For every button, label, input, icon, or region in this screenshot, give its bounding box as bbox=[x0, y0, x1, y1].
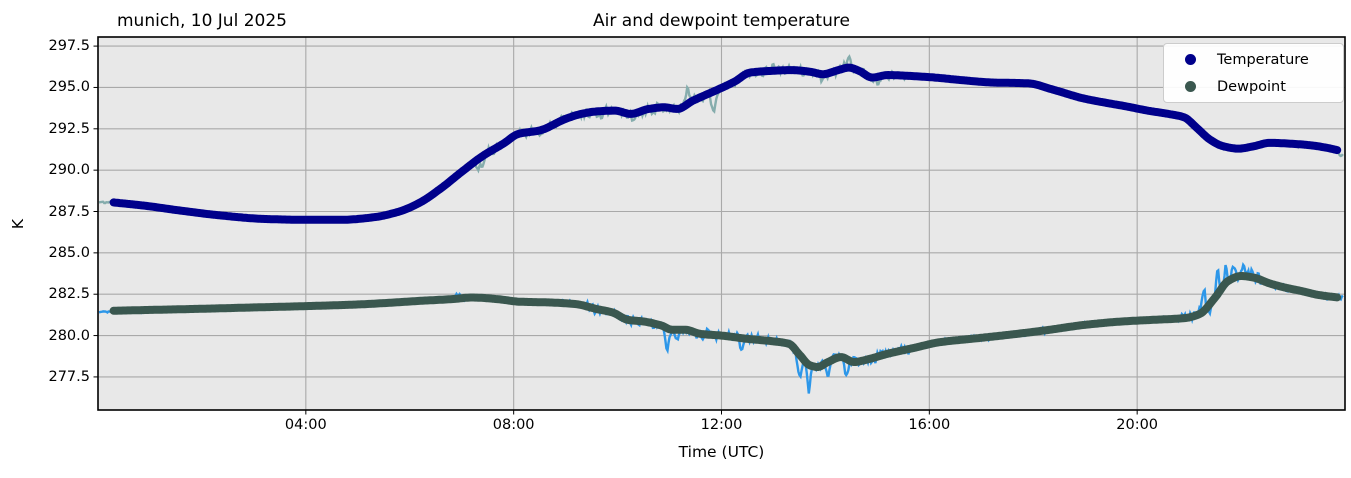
figure-subtitle-left: munich, 10 Jul 2025 bbox=[117, 11, 287, 31]
x-tick-label: 12:00 bbox=[700, 417, 743, 433]
dewpoint-marker-icon bbox=[1185, 81, 1196, 92]
temperature-marker-icon bbox=[1185, 54, 1196, 65]
x-tick-label: 16:00 bbox=[908, 417, 951, 433]
y-tick-label: 290.0 bbox=[48, 162, 90, 179]
y-tick-label: 282.5 bbox=[48, 286, 90, 303]
y-tick-label: 287.5 bbox=[48, 203, 90, 220]
x-tick-label: 04:00 bbox=[284, 417, 327, 433]
x-axis-label: Time (UTC) bbox=[678, 443, 765, 461]
figure-title: Air and dewpoint temperature bbox=[593, 11, 850, 31]
y-tick-label: 297.5 bbox=[48, 38, 90, 55]
temperature-line bbox=[109, 63, 1342, 224]
y-tick-label: 285.0 bbox=[48, 244, 90, 261]
legend-item-temperature: Temperature bbox=[1164, 49, 1343, 71]
legend-label: Temperature bbox=[1217, 51, 1309, 68]
legend-label: Dewpoint bbox=[1217, 78, 1286, 95]
y-tick-label: 280.0 bbox=[48, 327, 90, 344]
y-tick-label: 292.5 bbox=[48, 120, 90, 137]
x-tick-label: 08:00 bbox=[492, 417, 535, 433]
legend: Temperature Dewpoint bbox=[1163, 43, 1344, 103]
dewpoint-line bbox=[109, 272, 1342, 371]
y-tick-label: 295.0 bbox=[48, 79, 90, 96]
y-tick-label: 277.5 bbox=[48, 368, 90, 385]
legend-item-dewpoint: Dewpoint bbox=[1164, 76, 1343, 98]
x-tick-label: 20:00 bbox=[1116, 417, 1159, 433]
